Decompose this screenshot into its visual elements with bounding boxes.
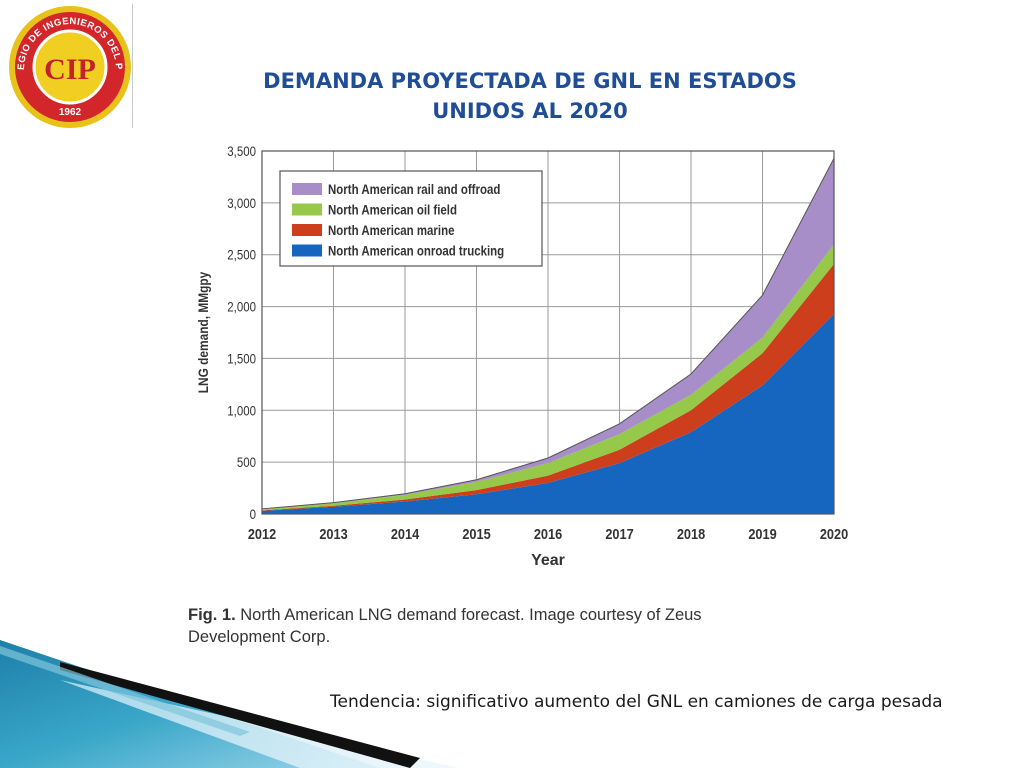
legend-label-1: North American oil field: [328, 201, 457, 217]
x-tick-label-3: 2015: [462, 525, 491, 542]
chart-axes: 0 500 1,000 1,500 2,000 2,500 3,000 3,500 2012 20…: [195, 143, 848, 569]
slide-title-line-2: UNIDOS AL 2020: [432, 99, 628, 123]
plot-frame: [261, 150, 835, 515]
legend-swatch-3: [292, 244, 322, 257]
series-area-0: [262, 313, 834, 514]
chart-areas: [261, 158, 835, 514]
legend-swatch-2: [292, 224, 322, 236]
x-tick-label-5: 2017: [605, 525, 634, 542]
legend-swatch-1: [292, 203, 322, 216]
chart-frame: [261, 150, 835, 515]
logo-year: 1962: [59, 107, 82, 118]
caption-text: North American LNG demand forecast. Imag…: [188, 606, 702, 646]
x-axis-title: Year: [531, 552, 565, 569]
y-tick-label-2: 1,000: [227, 402, 256, 418]
slide-title: DEMANDA PROYECTADA DE GNL EN ESTADOS UNI…: [200, 66, 860, 126]
x-tick-label-0: 2012: [248, 525, 277, 542]
y-tick-label-1: 500: [237, 454, 256, 470]
legend-swatch-0: [292, 183, 322, 195]
figure-caption: Fig. 1. North American LNG demand foreca…: [188, 604, 768, 648]
logo-divider: [132, 4, 133, 128]
x-tick-label-8: 2020: [820, 525, 849, 542]
logo-monogram: CIP: [44, 53, 96, 86]
x-tick-label-6: 2018: [677, 525, 706, 542]
stack-top-outline: [261, 158, 835, 510]
lng-demand-chart: 0 500 1,000 1,500 2,000 2,500 3,000 3,500 2012 20…: [195, 143, 848, 569]
y-tick-label-7: 3,500: [227, 143, 256, 159]
legend-box: [279, 170, 543, 267]
legend-label-3: North American onroad trucking: [328, 242, 504, 258]
decorative-swoosh: [0, 640, 460, 768]
series-area-2: [262, 244, 834, 511]
y-tick-label-6: 3,000: [227, 195, 256, 211]
y-tick-label-3: 1,500: [227, 350, 256, 366]
chart-legend: North American rail and offroad North Ame…: [279, 170, 543, 267]
x-tick-label-4: 2016: [534, 525, 563, 542]
y-tick-label-0: 0: [250, 506, 256, 522]
y-axis-title: LNG demand, MMgpy: [195, 271, 211, 393]
y-tick-label-4: 2,000: [227, 298, 256, 314]
caption-label: Fig. 1.: [188, 606, 236, 624]
colegio-ingenieros-logo: COLEGIO DE INGENIEROS DEL PERU CIP 1962: [6, 4, 131, 128]
legend-label-2: North American marine: [328, 222, 454, 238]
trend-note: Tendencia: significativo aumento del GNL…: [330, 692, 943, 712]
y-tick-label-5: 2,500: [227, 247, 256, 263]
slide-title-line-1: DEMANDA PROYECTADA DE GNL EN ESTADOS: [263, 69, 797, 93]
legend-label-0: North American rail and offroad: [328, 181, 500, 197]
x-tick-label-7: 2019: [748, 525, 777, 542]
x-tick-label-2: 2014: [391, 525, 420, 542]
x-tick-label-1: 2013: [319, 525, 348, 542]
